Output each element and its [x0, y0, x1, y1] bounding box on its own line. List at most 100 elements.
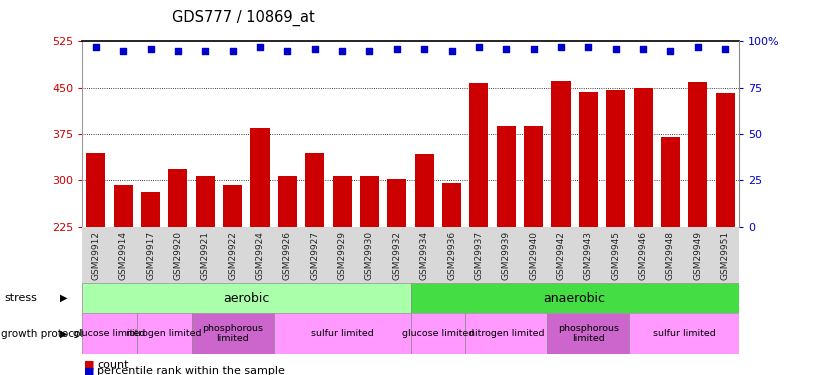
Bar — [219, 227, 246, 283]
Bar — [113, 185, 133, 227]
Bar — [388, 178, 406, 227]
Bar — [164, 227, 191, 283]
Bar — [141, 192, 160, 227]
Bar — [579, 92, 598, 227]
Bar — [630, 313, 739, 354]
Bar — [191, 313, 273, 354]
Bar — [273, 313, 410, 354]
Bar — [470, 83, 488, 227]
Text: GSM29943: GSM29943 — [584, 231, 593, 280]
Text: GSM29927: GSM29927 — [310, 231, 319, 280]
Text: ▶: ▶ — [60, 293, 67, 303]
Bar — [250, 129, 269, 227]
Point — [554, 44, 567, 50]
Text: sulfur limited: sulfur limited — [653, 329, 716, 338]
Bar — [82, 283, 411, 313]
Text: GSM29929: GSM29929 — [337, 231, 346, 280]
Bar — [277, 176, 297, 227]
Text: anaerobic: anaerobic — [544, 292, 606, 304]
Text: stress: stress — [4, 293, 37, 303]
Bar — [520, 227, 548, 283]
Bar — [137, 227, 164, 283]
Bar — [684, 227, 712, 283]
Point — [363, 48, 376, 54]
Bar — [410, 313, 466, 354]
Bar — [383, 227, 410, 283]
Bar — [328, 227, 355, 283]
Bar — [606, 90, 626, 227]
Point — [609, 46, 622, 52]
Point — [281, 48, 294, 54]
Bar — [82, 227, 109, 283]
Text: percentile rank within the sample: percentile rank within the sample — [97, 366, 285, 375]
Text: GDS777 / 10869_at: GDS777 / 10869_at — [172, 9, 315, 26]
Point — [308, 46, 321, 52]
Bar — [661, 137, 680, 227]
Point — [445, 48, 458, 54]
Point — [718, 46, 732, 52]
Text: count: count — [97, 360, 128, 369]
Text: GSM29932: GSM29932 — [392, 231, 401, 280]
Point — [527, 46, 540, 52]
Text: GSM29951: GSM29951 — [721, 231, 730, 280]
Bar — [466, 227, 493, 283]
Bar — [634, 88, 653, 227]
Text: phosphorous
limited: phosphorous limited — [558, 324, 619, 344]
Bar — [466, 313, 548, 354]
Text: GSM29921: GSM29921 — [201, 231, 209, 280]
Text: phosphorous
limited: phosphorous limited — [202, 324, 263, 344]
Text: GSM29937: GSM29937 — [475, 231, 484, 280]
Bar — [716, 93, 735, 227]
Text: GSM29948: GSM29948 — [666, 231, 675, 280]
Text: GSM29942: GSM29942 — [557, 231, 566, 280]
Point — [472, 44, 485, 50]
Text: glucose limited: glucose limited — [73, 329, 145, 338]
Text: GSM29949: GSM29949 — [694, 231, 702, 280]
Bar — [273, 227, 301, 283]
Text: ▶: ▶ — [60, 329, 67, 339]
Text: ■: ■ — [84, 360, 94, 369]
Bar — [712, 227, 739, 283]
Bar — [688, 82, 708, 227]
Text: GSM29917: GSM29917 — [146, 231, 155, 280]
Bar — [246, 227, 273, 283]
Bar — [360, 176, 379, 227]
Bar — [497, 126, 516, 227]
Bar — [657, 227, 684, 283]
Bar — [195, 176, 215, 227]
Bar — [630, 227, 657, 283]
Point — [226, 48, 239, 54]
Text: ■: ■ — [84, 366, 94, 375]
Text: GSM29922: GSM29922 — [228, 231, 237, 280]
Point — [418, 46, 431, 52]
Bar — [438, 227, 466, 283]
Point — [664, 48, 677, 54]
Text: GSM29914: GSM29914 — [119, 231, 127, 280]
Bar — [442, 183, 461, 227]
Bar — [301, 227, 328, 283]
Bar — [548, 227, 575, 283]
Bar — [305, 153, 324, 227]
Point — [199, 48, 212, 54]
Bar — [191, 227, 219, 283]
Point — [336, 48, 349, 54]
Bar — [552, 81, 571, 227]
Text: GSM29912: GSM29912 — [91, 231, 100, 280]
Point — [172, 48, 185, 54]
Text: growth protocol: growth protocol — [1, 329, 83, 339]
Bar — [548, 313, 630, 354]
Bar — [86, 153, 105, 227]
Text: GSM29924: GSM29924 — [255, 231, 264, 280]
Bar — [355, 227, 383, 283]
Point — [500, 46, 513, 52]
Bar — [82, 313, 137, 354]
Point — [117, 48, 130, 54]
Text: GSM29926: GSM29926 — [283, 231, 291, 280]
Text: sulfur limited: sulfur limited — [310, 329, 374, 338]
Text: GSM29930: GSM29930 — [365, 231, 374, 280]
Bar — [415, 154, 433, 227]
Text: GSM29920: GSM29920 — [173, 231, 182, 280]
Point — [582, 44, 595, 50]
Point — [89, 44, 103, 50]
Bar — [410, 283, 739, 313]
